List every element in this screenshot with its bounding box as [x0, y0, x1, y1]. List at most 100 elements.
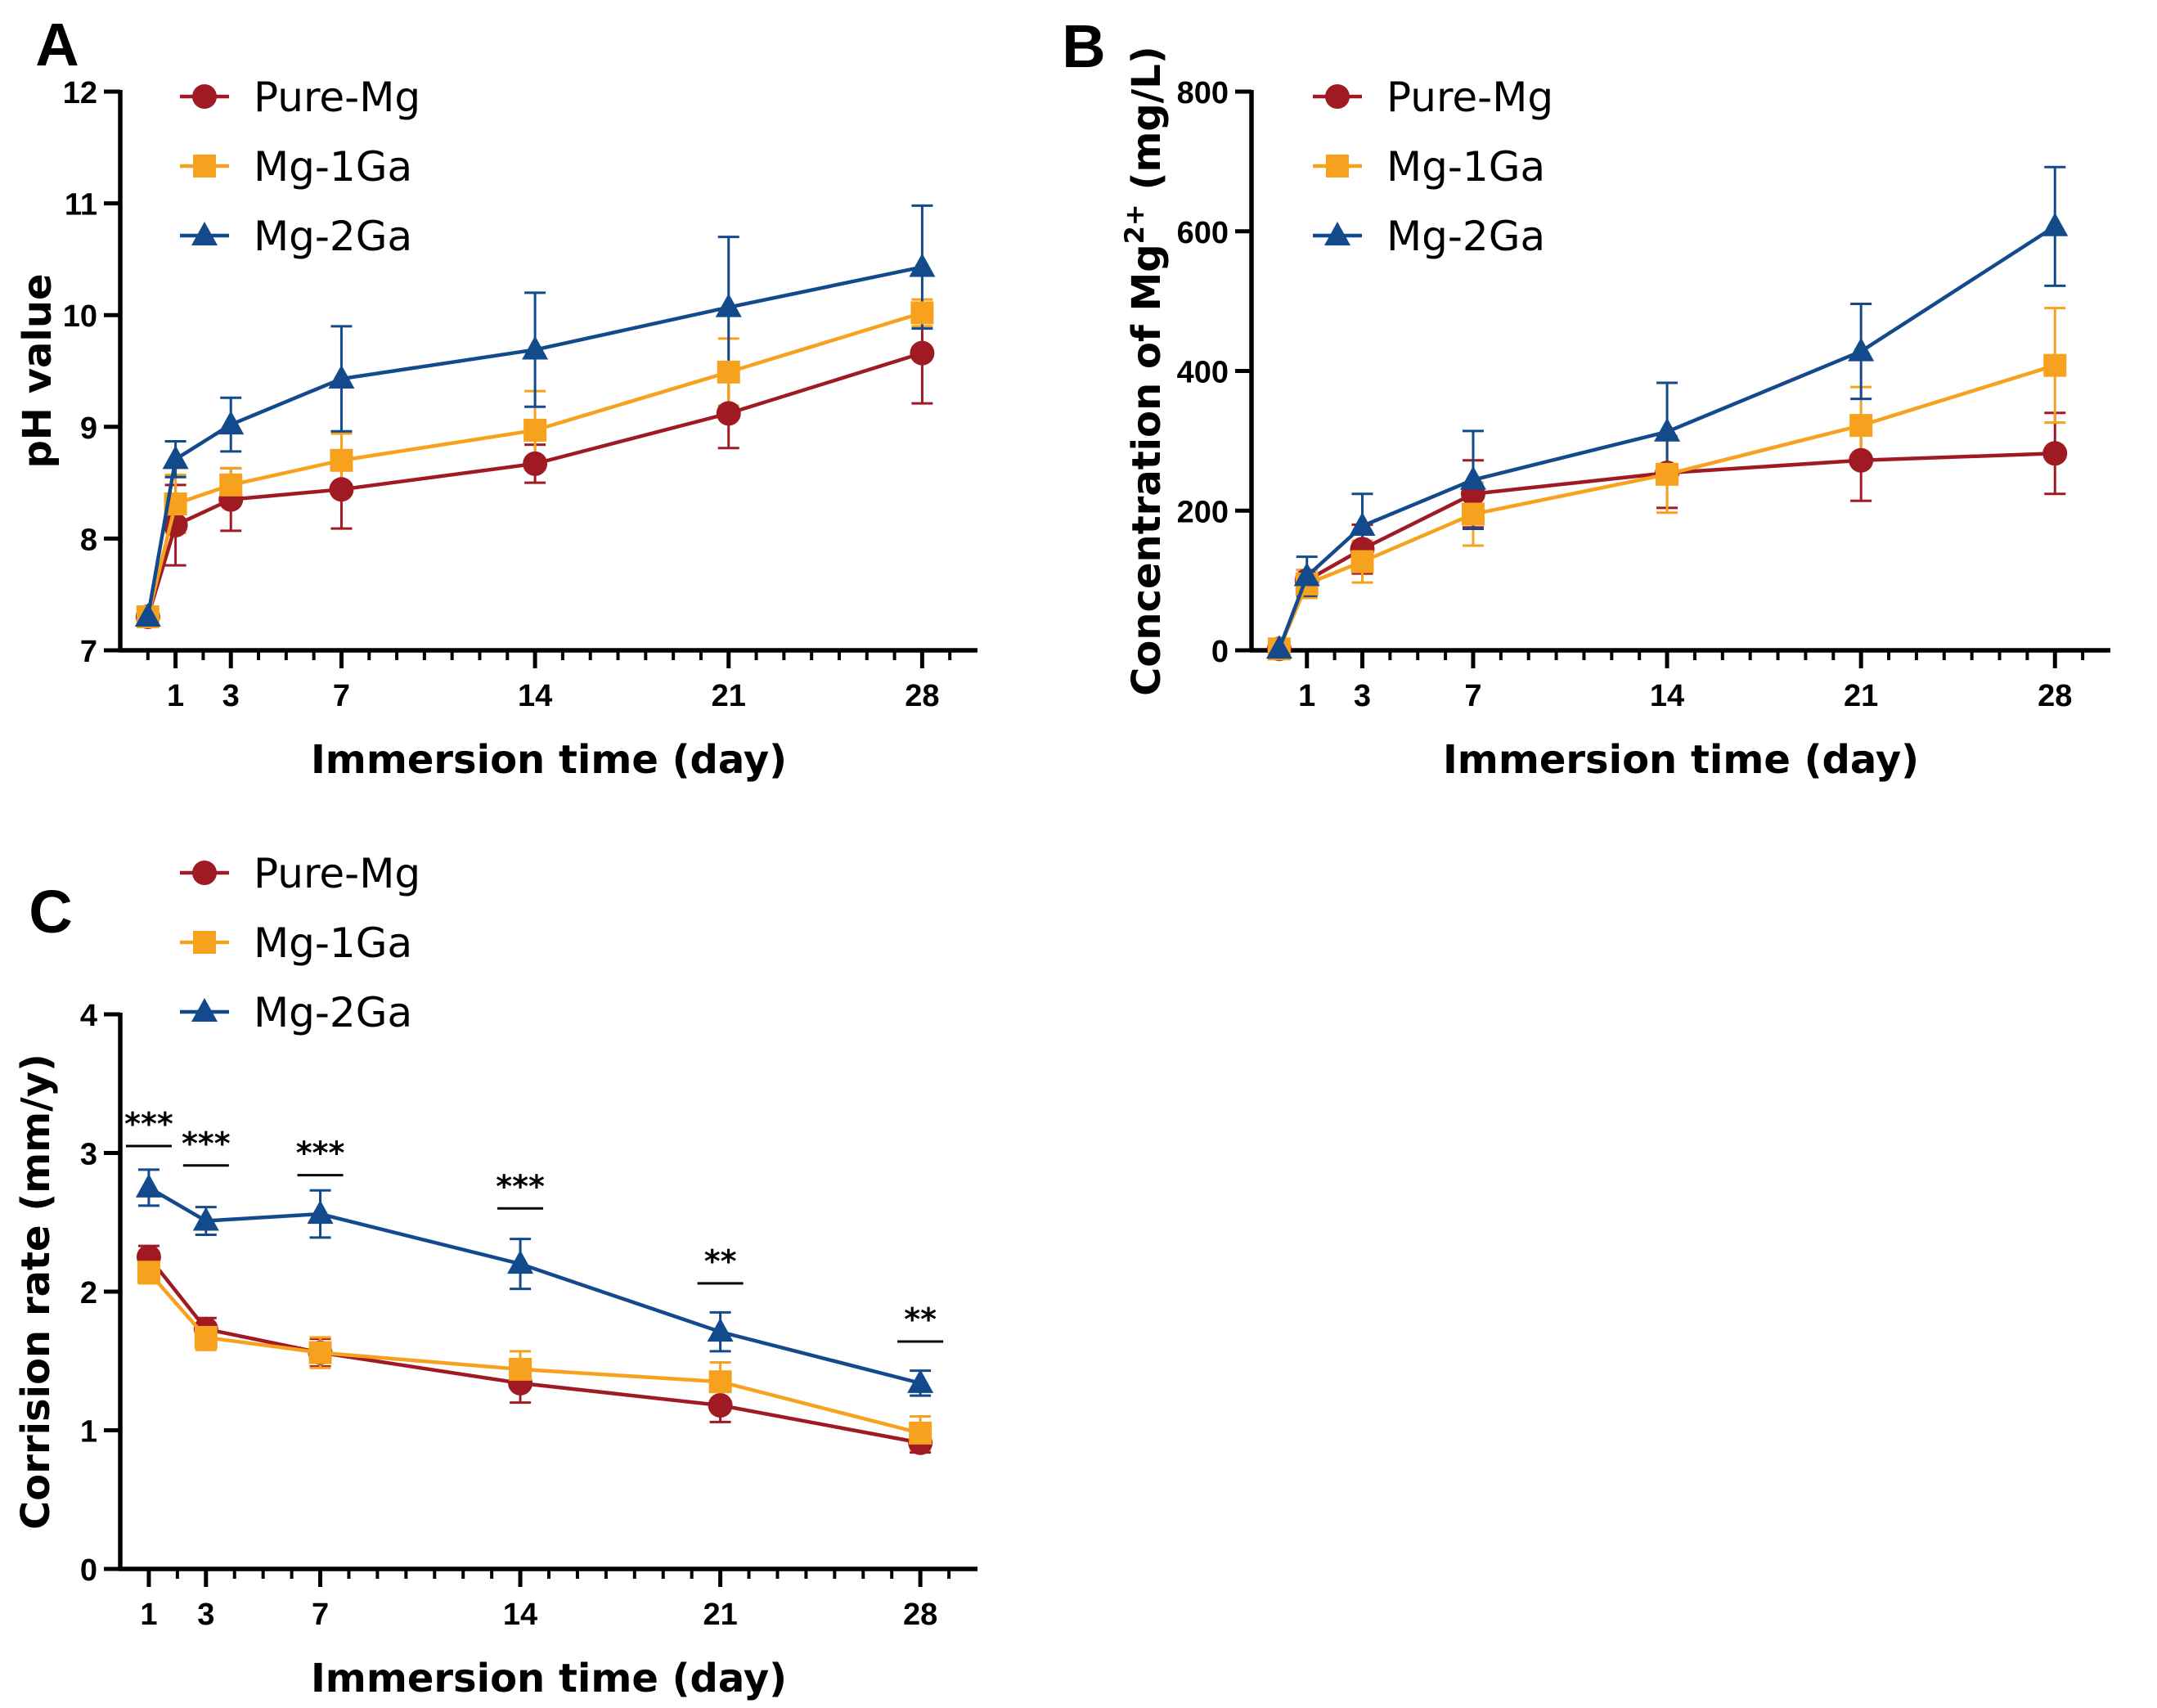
y-tick-label: 0 — [80, 1553, 97, 1588]
data-point-mg-1ga — [717, 360, 740, 384]
panel-letter: B — [1062, 12, 1105, 80]
data-point-pure-mg — [708, 1392, 733, 1418]
data-point-pure-mg — [716, 401, 741, 426]
x-tick-label: 28 — [2038, 679, 2072, 713]
x-tick-label: 21 — [703, 1598, 737, 1632]
data-point-mg-1ga — [1849, 414, 1873, 438]
x-tick-label: 7 — [312, 1598, 329, 1632]
y-axis-label: Concentration of Mg2+ (mg/L) — [1119, 46, 1170, 696]
y-tick-label: 1 — [80, 1415, 97, 1450]
y-axis-label-unit: (mg/L) — [1124, 46, 1170, 204]
data-point-mg-1ga — [509, 1357, 533, 1381]
data-point-pure-mg — [1849, 447, 1874, 473]
data-point-mg-1ga — [910, 301, 934, 325]
legend-marker-mg-2ga — [191, 998, 218, 1022]
x-tick-label: 3 — [1354, 679, 1371, 713]
legend-marker-mg-1ga — [193, 155, 216, 178]
y-axis-label-superscript: 2+ — [1119, 204, 1150, 244]
y-tick-label: 9 — [80, 411, 97, 446]
x-tick-label: 1 — [167, 679, 184, 713]
legend-marker-pure-mg — [192, 84, 217, 109]
data-point-mg-1ga — [194, 1325, 218, 1349]
y-tick-label: 7 — [80, 635, 97, 669]
x-tick-label: 14 — [1650, 679, 1684, 713]
data-point-mg-2ga — [522, 335, 549, 360]
legend-marker-mg-2ga — [191, 222, 218, 245]
significance-label: *** — [496, 1168, 545, 1204]
data-point-mg-1ga — [1461, 502, 1485, 526]
significance-label: ** — [904, 1301, 937, 1337]
legend-marker-pure-mg — [1325, 84, 1350, 109]
data-point-pure-mg — [329, 477, 354, 502]
data-point-mg-1ga — [2043, 353, 2067, 377]
x-axis-label: Immersion time (day) — [311, 1656, 787, 1701]
significance-label: *** — [124, 1106, 173, 1142]
data-point-mg-1ga — [1350, 550, 1374, 573]
panel-letter: C — [29, 878, 72, 946]
data-point-mg-2ga — [1293, 562, 1320, 587]
data-point-mg-2ga — [909, 253, 936, 277]
data-point-mg-1ga — [909, 1421, 932, 1445]
x-tick-label: 3 — [197, 1598, 214, 1632]
data-point-mg-2ga — [135, 1173, 162, 1198]
data-point-mg-2ga — [1848, 337, 1875, 362]
legend-label: Pure-Mg — [254, 74, 420, 121]
data-point-mg-2ga — [162, 445, 189, 470]
y-tick-label: 4 — [80, 999, 97, 1033]
data-point-mg-2ga — [134, 603, 161, 627]
data-point-mg-2ga — [1654, 417, 1681, 442]
x-tick-label: 28 — [905, 679, 939, 713]
data-point-mg-1ga — [708, 1370, 732, 1394]
legend-label: Mg-2Ga — [1386, 213, 1545, 260]
y-axis-label: pH value — [15, 273, 61, 468]
panel-letter: A — [35, 11, 79, 79]
data-point-mg-1ga — [1656, 462, 1679, 486]
panel-c: C 0 1 2 3 4 1 3 7 14 21 28 Immersion time (day) Corri… — [13, 850, 977, 1701]
data-point-mg-1ga — [219, 473, 243, 497]
data-point-mg-2ga — [1349, 512, 1376, 537]
legend-label: Mg-1Ga — [1386, 143, 1545, 191]
data-point-mg-2ga — [328, 365, 355, 389]
legend-marker-mg-1ga — [193, 931, 216, 954]
data-point-mg-1ga — [137, 1261, 160, 1284]
data-point-mg-1ga — [524, 418, 547, 442]
data-point-mg-2ga — [1459, 465, 1486, 490]
data-point-mg-2ga — [2042, 212, 2069, 236]
significance-label: ** — [704, 1243, 737, 1279]
data-point-mg-2ga — [192, 1207, 219, 1231]
y-tick-label: 0 — [1211, 635, 1229, 669]
y-tick-label: 2 — [80, 1276, 97, 1310]
x-tick-label: 14 — [503, 1598, 537, 1632]
x-tick-label: 7 — [333, 679, 350, 713]
x-tick-label: 21 — [1844, 679, 1878, 713]
legend-label: Pure-Mg — [1386, 74, 1553, 121]
x-tick-label: 1 — [140, 1598, 157, 1632]
y-tick-label: 12 — [63, 76, 97, 110]
data-point-mg-1ga — [308, 1341, 332, 1364]
significance-label: *** — [182, 1126, 231, 1162]
y-tick-label: 400 — [1177, 356, 1229, 390]
data-point-mg-2ga — [707, 1318, 734, 1342]
legend-marker-mg-2ga — [1324, 222, 1350, 245]
x-tick-label: 3 — [222, 679, 240, 713]
x-tick-label: 21 — [712, 679, 746, 713]
data-point-pure-mg — [910, 340, 935, 366]
legend-label: Mg-1Ga — [254, 143, 412, 191]
y-tick-label: 8 — [80, 523, 97, 557]
y-tick-label: 800 — [1177, 76, 1229, 110]
y-tick-label: 3 — [80, 1138, 97, 1172]
legend-label: Pure-Mg — [254, 850, 420, 897]
data-point-pure-mg — [2042, 441, 2068, 466]
data-point-mg-2ga — [218, 411, 245, 435]
data-point-mg-1ga — [330, 448, 353, 472]
y-axis-label-main: Concentration of Mg — [1124, 244, 1170, 696]
series-line-pure-mg — [147, 1256, 921, 1445]
legend-marker-mg-1ga — [1326, 155, 1349, 178]
legend-label: Mg-2Ga — [254, 213, 412, 260]
y-tick-label: 11 — [65, 188, 97, 222]
x-tick-label: 14 — [518, 679, 552, 713]
x-tick-label: 1 — [1298, 679, 1315, 713]
x-tick-label: 28 — [903, 1598, 937, 1632]
